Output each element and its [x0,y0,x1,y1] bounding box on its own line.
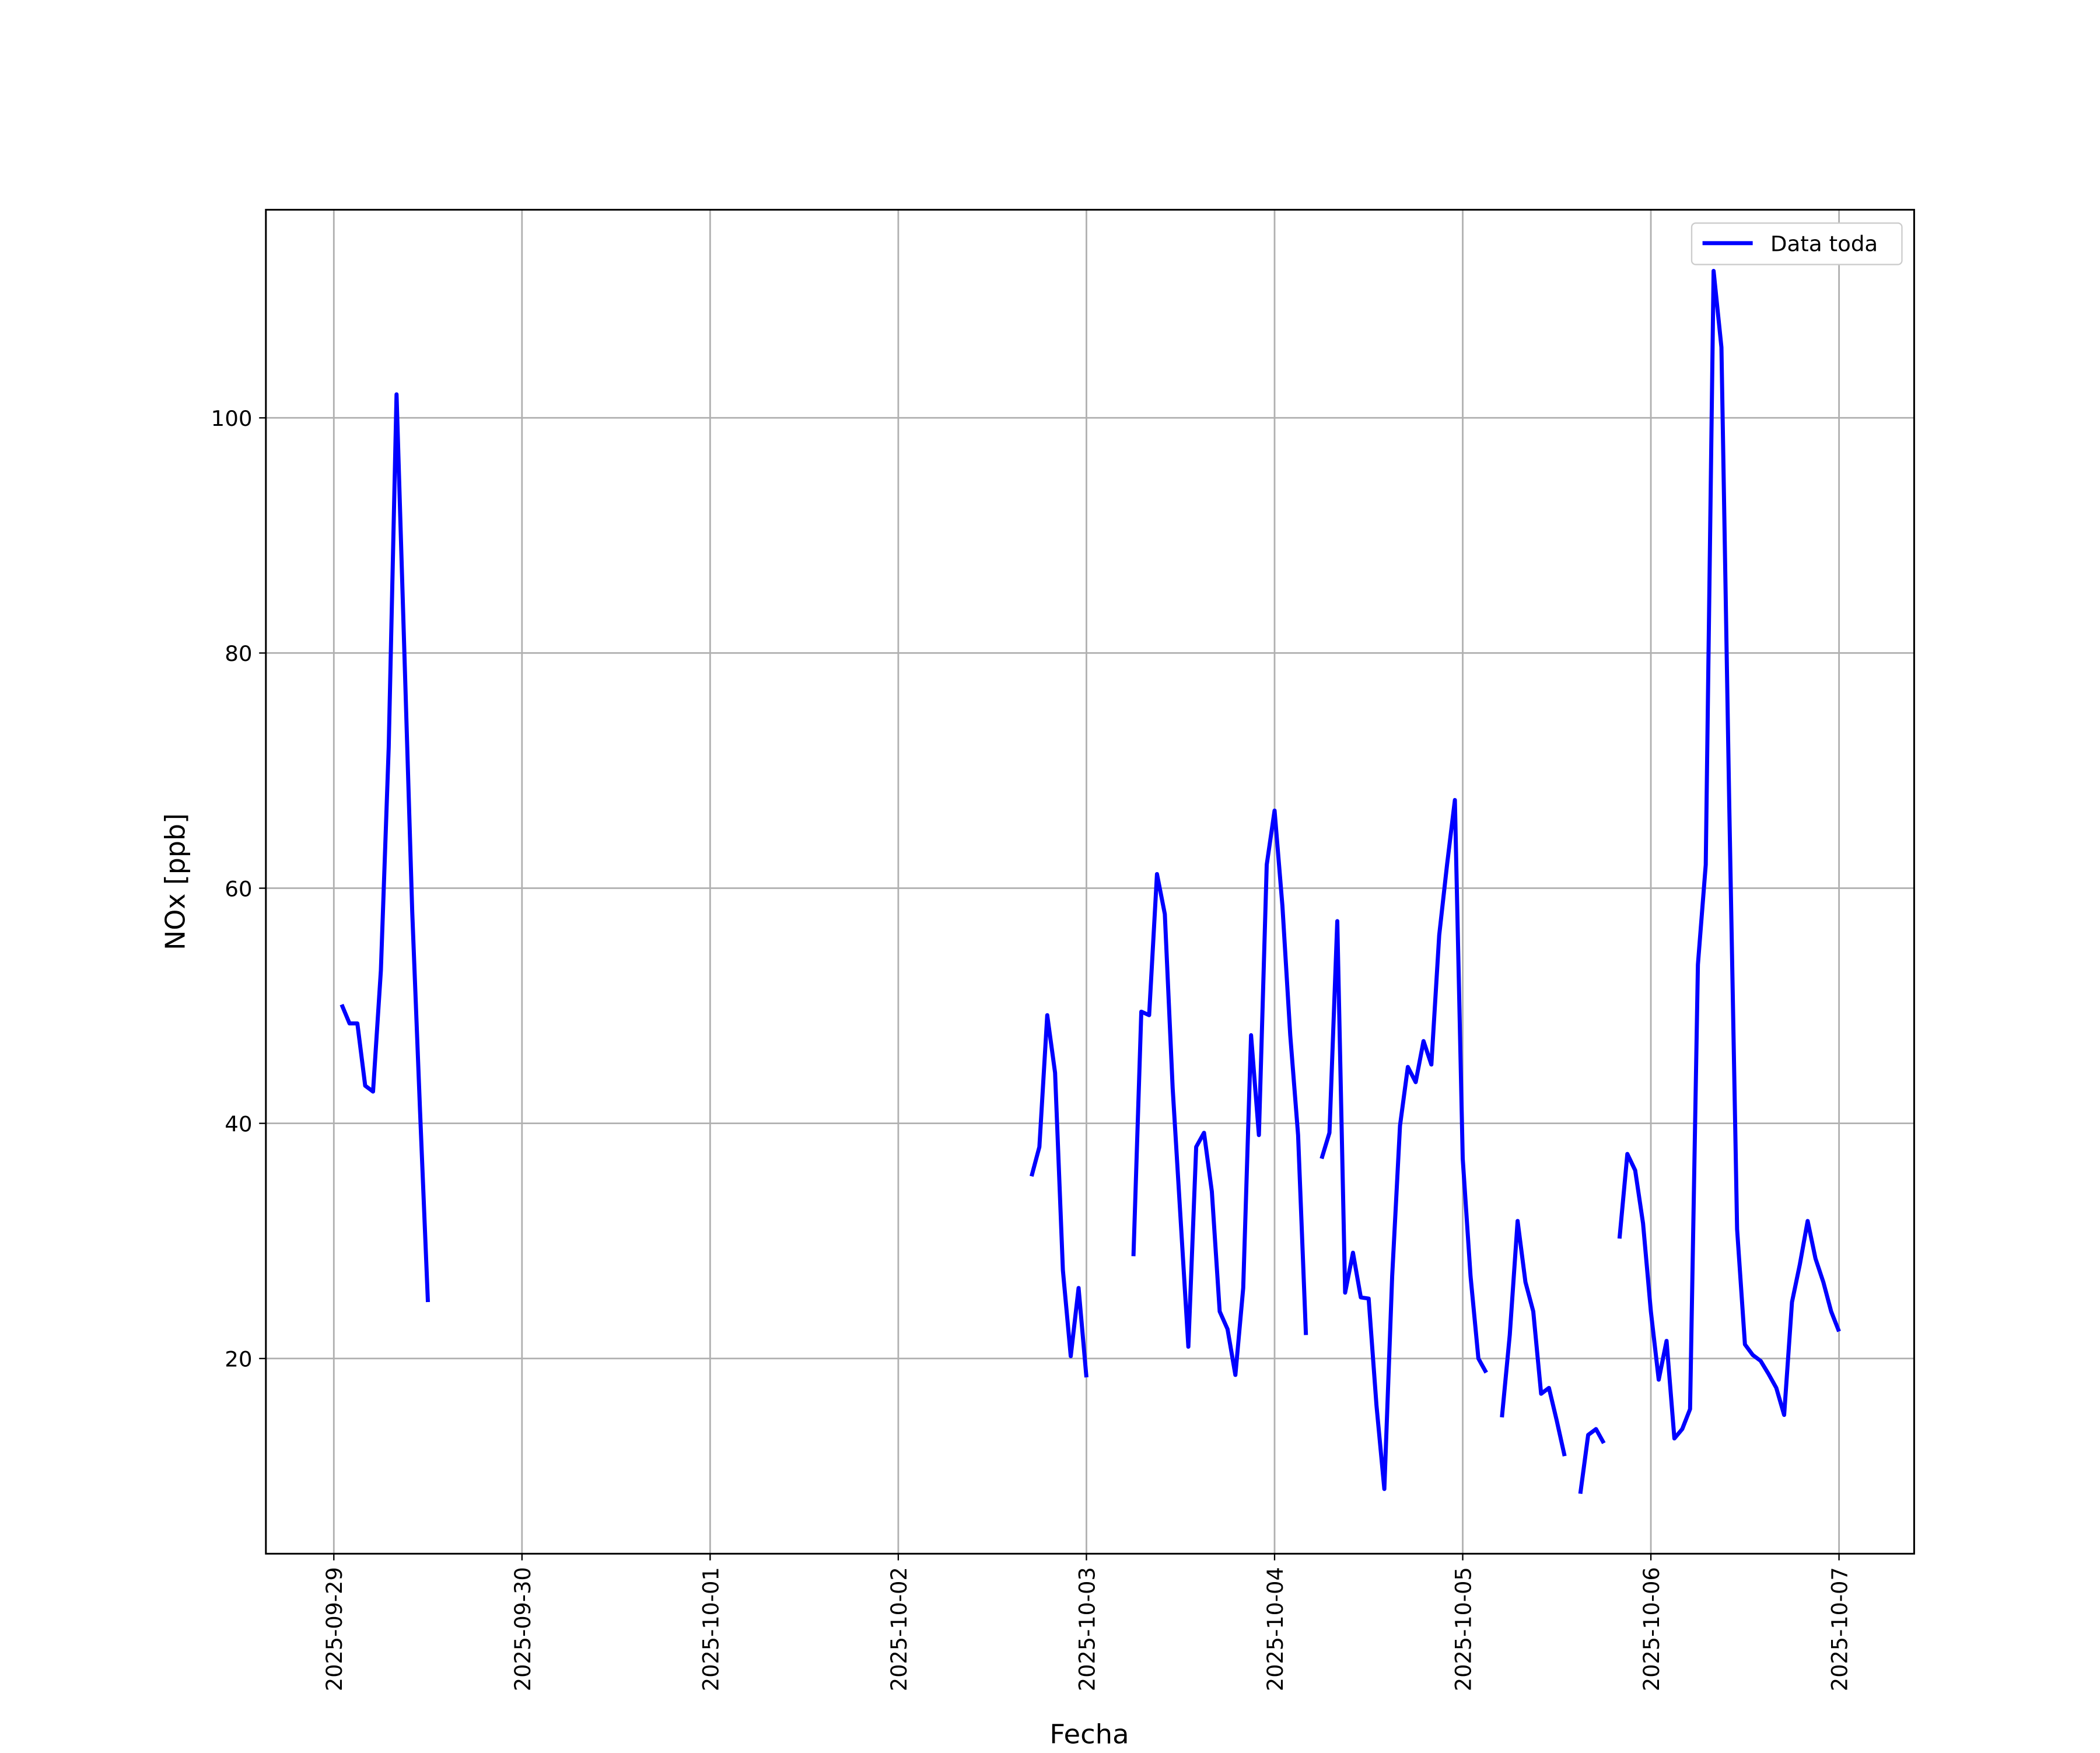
y-tick-label: 80 [225,641,252,666]
x-tick-label: 2025-10-03 [1074,1567,1100,1691]
y-tick-label: 100 [211,406,253,431]
legend-box [1690,222,1903,265]
plot-area [265,209,1915,1554]
line [340,268,1841,1495]
legend-label: Data toda [1770,232,1878,257]
y-axis-label: NOx [ppb] [159,813,191,950]
y-tick-label: 40 [225,1112,252,1137]
y-tick-label: 60 [225,877,252,902]
x-tick-label: 2025-10-05 [1451,1567,1476,1691]
x-tick-label: 2025-10-01 [698,1567,723,1691]
x-tick-label: 2025-10-06 [1639,1567,1664,1691]
x-tick-label: 2025-09-29 [322,1567,347,1691]
plot-frame [265,209,1915,1555]
x-axis-label: Fecha [1049,1719,1129,1750]
x-tick-label: 2025-10-04 [1263,1567,1288,1691]
y-tick-label: 20 [225,1347,252,1372]
x-tick-label: 2025-09-30 [510,1567,536,1691]
x-tick-label: 2025-10-02 [887,1567,912,1691]
x-tick-label: 2025-10-07 [1827,1567,1852,1691]
